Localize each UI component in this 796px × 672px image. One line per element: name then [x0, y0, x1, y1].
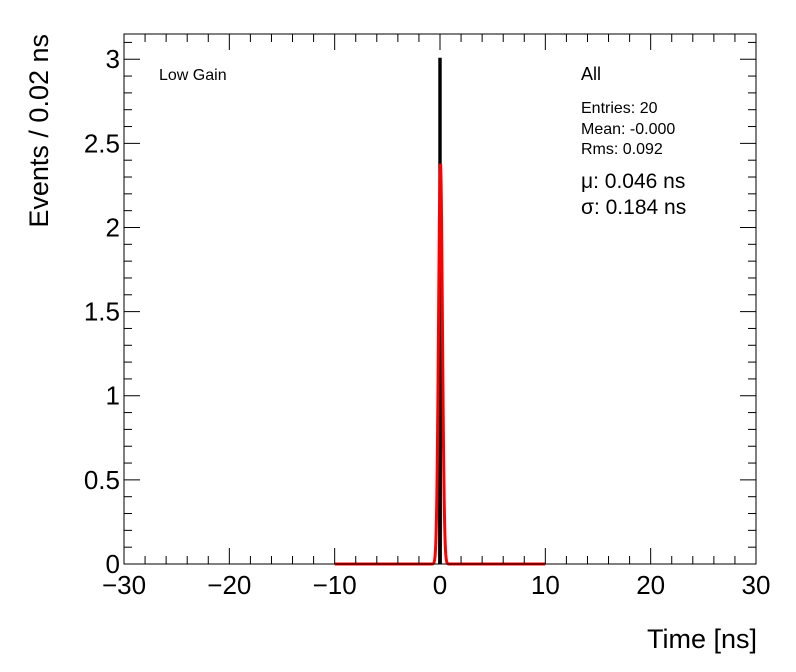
x-axis-title: Time [ns] [647, 624, 757, 654]
axis-tick-labels: −30 −20 −10 0 10 20 30 0 0.5 1 1.5 2 2.5 3 [84, 44, 771, 600]
stats-rms: Rms: 0.092 [581, 141, 663, 158]
y-tick-label: 2 [106, 212, 120, 242]
x-tick-label: 10 [531, 570, 560, 600]
x-tick-label: −10 [313, 570, 357, 600]
y-tick-label: 1 [106, 381, 120, 411]
y-tick-label: 3 [106, 44, 120, 74]
gain-label: Low Gain [159, 67, 227, 84]
fit-mu: μ: 0.046 ns [581, 170, 685, 193]
x-tick-label: −20 [207, 570, 251, 600]
y-tick-label: 1.5 [84, 297, 120, 327]
stats-mean: Mean: -0.000 [581, 121, 675, 138]
stats-entries: Entries: 20 [581, 100, 658, 117]
stats-title: All [581, 64, 601, 84]
x-tick-label: 30 [742, 570, 771, 600]
x-tick-label: 20 [636, 570, 665, 600]
fit-sigma: σ: 0.184 ns [581, 196, 686, 219]
x-tick-label: 0 [433, 570, 447, 600]
y-axis-title: Events / 0.02 ns [24, 34, 54, 228]
y-tick-label: 0.5 [84, 465, 120, 495]
x-tick-label: −30 [102, 570, 146, 600]
y-tick-label: 2.5 [84, 128, 120, 158]
axis-ticks [123, 34, 757, 565]
y-tick-label: 0 [106, 549, 120, 579]
